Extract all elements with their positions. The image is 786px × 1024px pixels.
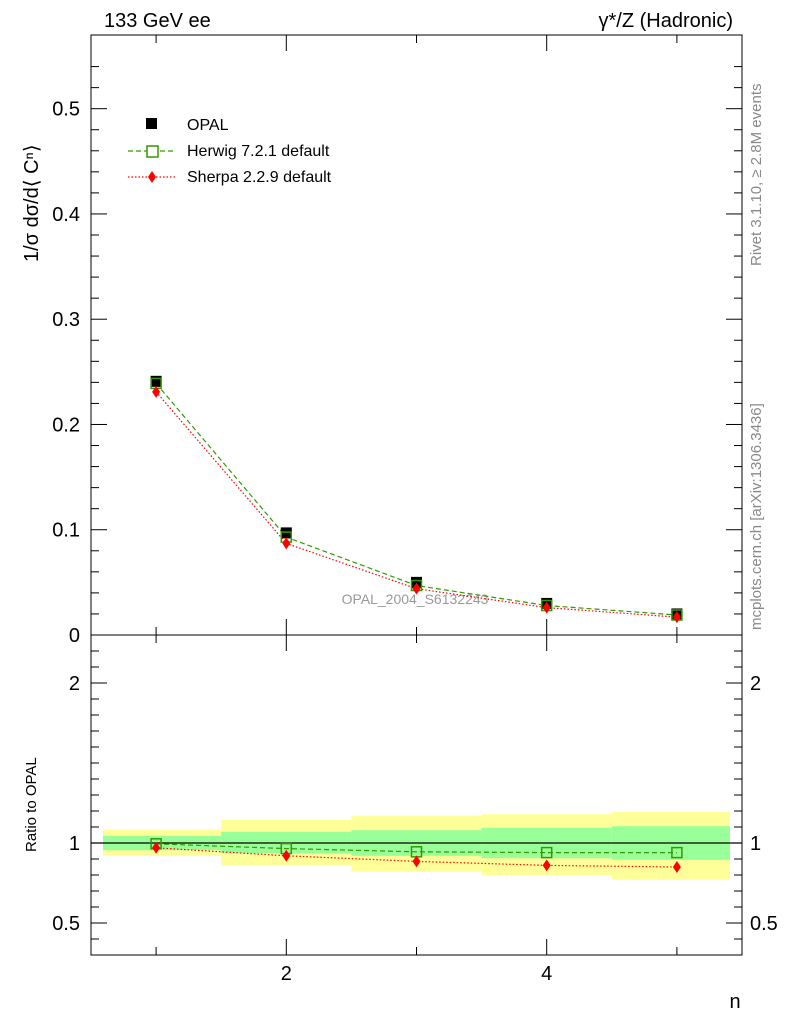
sherpa-point xyxy=(152,385,161,398)
sherpa-point xyxy=(542,601,551,614)
sherpa-point xyxy=(282,537,291,550)
ratio-y-tick-label: 1 xyxy=(69,833,80,855)
legend-marker-herwig xyxy=(146,145,159,158)
herwig-ratio-point xyxy=(671,846,683,859)
main-series-layer xyxy=(150,375,683,624)
ratio-y-tick-label-right: 1 xyxy=(750,833,761,855)
main-y-axis-label: 1/σ dσ/d⟨ Cⁿ⟩ xyxy=(21,144,43,262)
main-y-tick-label: 0.5 xyxy=(52,99,80,121)
watermark: OPAL_2004_S6132243 xyxy=(342,591,489,607)
x-tick-label: 4 xyxy=(541,963,552,985)
header-right: γ*/Z (Hadronic) xyxy=(599,10,733,32)
rivet-label: Rivet 3.1.10, ≥ 2.8M events xyxy=(748,84,765,267)
ratio-y-tick-label: 2 xyxy=(69,673,80,695)
ratio-uncertainty-bands xyxy=(91,811,742,880)
ratio-y-axis-label: Ratio to OPAL xyxy=(23,757,40,852)
ratio-series-layer xyxy=(150,838,683,873)
legend-label-sherpa: Sherpa 2.2.9 default xyxy=(187,169,332,186)
ratio-y-tick-label: 0.5 xyxy=(52,913,80,935)
ratio-frame xyxy=(90,634,743,956)
opal-point xyxy=(280,527,292,539)
x-tick-label: 2 xyxy=(281,963,292,985)
legend-marker-opal xyxy=(146,118,157,129)
main-y-tick-label: 0.3 xyxy=(52,309,80,331)
sherpa-line xyxy=(155,391,677,618)
header-left: 133 GeV ee xyxy=(104,10,211,32)
ratio-y-tick-label-right: 0.5 xyxy=(750,913,778,935)
ratio-axis-ticks: 0.5 0.5 1 1 2 2 2 4 xyxy=(52,635,778,985)
main-y-tick-label: 0.2 xyxy=(52,414,80,436)
herwig-ratio-line xyxy=(156,843,677,854)
opal-point xyxy=(150,375,162,387)
main-y-tick-label: 0.1 xyxy=(52,520,80,542)
main-y-tick-label: 0.4 xyxy=(52,204,80,226)
legend-label-herwig: Herwig 7.2.1 default xyxy=(187,143,330,160)
legend-label-opal: OPAL xyxy=(187,117,229,134)
main-axis-ticks: 0 0.1 0.2 0.3 0.4 0.5 xyxy=(52,35,742,647)
sherpa-ratio-point xyxy=(152,841,161,854)
x-axis-label: n xyxy=(729,991,740,1013)
sherpa-ratio-point xyxy=(542,859,551,872)
legend: OPAL Herwig 7.2.1 default Sherpa 2.2.9 d… xyxy=(128,117,332,186)
sherpa-ratio-point xyxy=(412,855,421,868)
legend-marker-sherpa xyxy=(148,171,156,183)
main-y-tick-label: 0 xyxy=(69,625,80,647)
opal-point xyxy=(411,576,422,588)
sherpa-ratio-point xyxy=(282,849,291,862)
mcplots-label: mcplots.cern.ch [arXiv:1306.3436] xyxy=(748,403,765,630)
sherpa-point xyxy=(412,582,421,595)
sherpa-ratio-line xyxy=(156,847,677,868)
ratio-y-tick-label-right: 2 xyxy=(750,673,761,695)
sherpa-point xyxy=(672,611,681,624)
herwig-ratio-point xyxy=(540,846,553,859)
sherpa-ratio-point xyxy=(672,861,681,873)
